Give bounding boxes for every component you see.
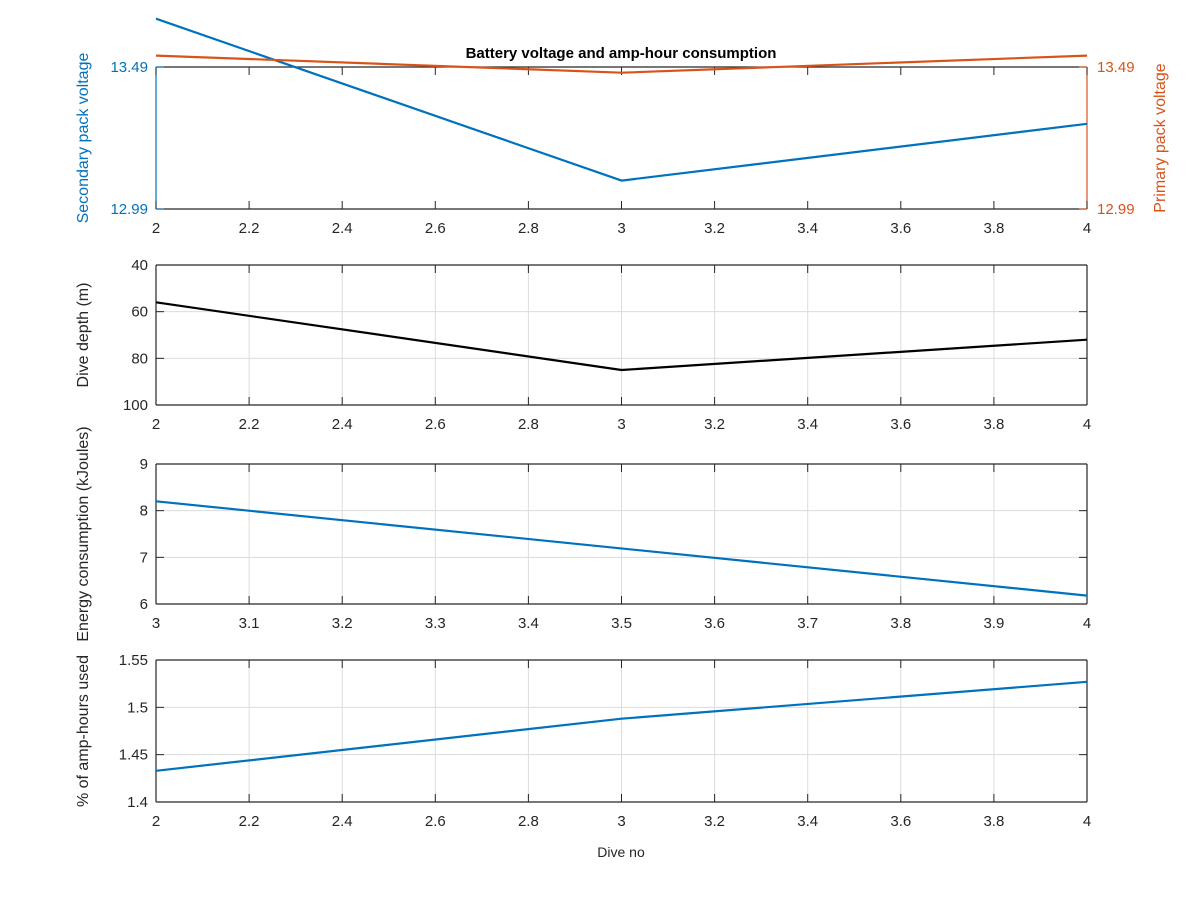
y-tick-label: 80: [131, 350, 148, 367]
x-tick-label: 2.8: [518, 813, 539, 830]
y-axis-label: % of amp-hours used: [75, 655, 92, 807]
x-tick-label: 3.5: [611, 615, 632, 632]
y-tick-label: 12.99: [110, 201, 148, 218]
y-tick-label: 9: [140, 456, 148, 473]
x-tick-label: 2.8: [518, 220, 539, 237]
panels: 2 2.2 2.4 2.6 2.8 3 3.2 3.4 3.6 3.8 4 12.99 13.49 12.…: [75, 17, 1169, 830]
x-tick-label: 2.4: [332, 416, 353, 433]
y-tick-label: 60: [131, 304, 148, 321]
x-tick-label: 3.7: [797, 615, 818, 632]
x-tick-label: 3.1: [239, 615, 260, 632]
x-tick-label: 2.2: [239, 416, 260, 433]
x-tick-label: 2.8: [518, 416, 539, 433]
x-tick-label: 3.8: [983, 416, 1004, 433]
x-tick-label: 2: [152, 220, 160, 237]
panel-3: 3 3.1 3.2 3.3 3.4 3.5 3.6 3.7 3.8 3.9 4 6 7 8 9 Energy …: [75, 426, 1091, 641]
x-tick-label: 2.2: [239, 813, 260, 830]
x-tick-label: 2.6: [425, 416, 446, 433]
x-tick-label: 3.2: [704, 416, 725, 433]
x-tick-label: 3: [152, 615, 160, 632]
y-axis-label: Dive depth (m): [75, 283, 92, 388]
x-tick-label: 2.4: [332, 813, 353, 830]
x-tick-label: 2.6: [425, 220, 446, 237]
y-axis-label-right: Primary pack voltage: [1152, 63, 1169, 212]
x-tick-label: 3.8: [890, 615, 911, 632]
x-tick-label: 3.4: [797, 220, 818, 237]
x-tick-label: 3: [617, 416, 625, 433]
x-axis-label: Dive no: [597, 844, 645, 860]
panel-4: 2 2.2 2.4 2.6 2.8 3 3.2 3.4 3.6 3.8 4 1.4 1.45 1.5 1.5…: [75, 652, 1091, 830]
y-tick-label: 40: [131, 257, 148, 274]
x-tick-label: 2.6: [425, 813, 446, 830]
x-tick-label: 2.4: [332, 220, 353, 237]
x-tick-label: 3.8: [983, 813, 1004, 830]
x-tick-label: 2: [152, 416, 160, 433]
y-axis-label: Energy consumption (kJoules): [75, 426, 92, 641]
x-tick-label: 3.8: [983, 220, 1004, 237]
y-tick-label: 1.4: [127, 794, 148, 811]
x-tick-label: 4: [1083, 813, 1091, 830]
series-line-1: [155, 500, 1088, 597]
y-tick-label: 7: [140, 549, 148, 566]
x-tick-label: 2: [152, 813, 160, 830]
x-tick-label: 3.6: [890, 813, 911, 830]
x-tick-label: 3.2: [332, 615, 353, 632]
x-tick-label: 3.2: [704, 220, 725, 237]
x-tick-label: 3: [617, 220, 625, 237]
series-line-1: [155, 680, 1088, 772]
y-tick-label: 13.49: [110, 59, 148, 76]
y-tick-label-right: 13.49: [1097, 59, 1135, 76]
chart-title: Battery voltage and amp-hour consumption: [466, 45, 777, 62]
y-tick-label: 1.55: [119, 652, 148, 669]
y-axis-label: Secondary pack voltage: [75, 53, 92, 224]
panel-2: 2 2.2 2.4 2.6 2.8 3 3.2 3.4 3.6 3.8 4 40 60 80 100 Dive…: [75, 257, 1091, 433]
x-tick-label: 4: [1083, 615, 1091, 632]
panel-1: 2 2.2 2.4 2.6 2.8 3 3.2 3.4 3.6 3.8 4 12.99 13.49 12.…: [75, 17, 1169, 237]
x-tick-label: 4: [1083, 220, 1091, 237]
x-tick-label: 3.6: [890, 416, 911, 433]
y-tick-label: 1.5: [127, 699, 148, 716]
series-line-1: [155, 301, 1088, 372]
x-tick-label: 3.4: [797, 416, 818, 433]
y-tick-label: 1.45: [119, 747, 148, 764]
y-tick-label: 6: [140, 596, 148, 613]
y-tick-label-right: 12.99: [1097, 201, 1135, 218]
y-tick-label: 100: [123, 397, 148, 414]
x-tick-label: 3.4: [518, 615, 539, 632]
y-tick-label: 8: [140, 503, 148, 520]
x-tick-label: 3.4: [797, 813, 818, 830]
x-tick-label: 3.6: [704, 615, 725, 632]
x-tick-label: 3.6: [890, 220, 911, 237]
x-tick-label: 3.2: [704, 813, 725, 830]
series-line-primary-pack-voltage: [155, 54, 1088, 74]
x-tick-label: 3.3: [425, 615, 446, 632]
x-tick-label: 3.9: [983, 615, 1004, 632]
series-line-secondary-pack-voltage: [155, 17, 1088, 182]
x-tick-label: 2.2: [239, 220, 260, 237]
x-tick-label: 4: [1083, 416, 1091, 433]
x-tick-label: 3: [617, 813, 625, 830]
